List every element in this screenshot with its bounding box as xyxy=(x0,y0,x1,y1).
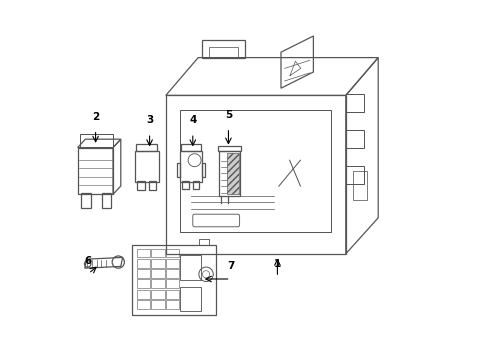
Bar xyxy=(102,193,111,207)
Text: 5: 5 xyxy=(225,110,232,120)
Bar xyxy=(346,94,364,112)
Bar xyxy=(137,279,150,288)
Bar xyxy=(166,279,179,288)
Bar xyxy=(166,269,179,278)
Bar xyxy=(218,146,241,151)
Bar xyxy=(227,153,239,194)
Bar xyxy=(135,151,159,182)
Text: 1: 1 xyxy=(274,259,281,269)
Bar xyxy=(166,290,179,298)
Bar xyxy=(137,300,150,309)
Bar xyxy=(137,181,145,190)
Bar xyxy=(166,300,179,309)
Bar xyxy=(180,287,201,311)
Bar xyxy=(132,245,216,315)
Text: 3: 3 xyxy=(146,115,153,125)
Bar xyxy=(166,259,179,268)
Bar xyxy=(149,181,156,190)
Bar xyxy=(177,163,180,177)
Bar xyxy=(181,144,201,151)
Bar xyxy=(137,248,150,257)
Bar xyxy=(80,135,113,148)
Bar xyxy=(151,269,165,278)
Bar xyxy=(166,248,179,257)
Bar xyxy=(151,248,165,257)
Bar xyxy=(346,166,364,184)
Bar xyxy=(151,300,165,309)
Bar xyxy=(137,290,150,298)
Bar xyxy=(182,181,189,189)
Text: 2: 2 xyxy=(92,112,99,122)
Bar xyxy=(219,151,240,196)
Bar xyxy=(81,193,91,207)
Bar xyxy=(202,163,205,177)
Bar xyxy=(353,171,368,200)
Bar xyxy=(199,239,209,245)
Bar xyxy=(180,255,201,280)
Bar xyxy=(136,144,157,151)
Bar xyxy=(137,269,150,278)
Text: 6: 6 xyxy=(85,256,92,266)
Bar xyxy=(151,290,165,298)
Bar xyxy=(346,130,364,148)
Bar xyxy=(151,259,165,268)
Bar xyxy=(151,279,165,288)
Bar xyxy=(193,181,199,189)
Bar xyxy=(137,259,150,268)
Text: 4: 4 xyxy=(189,115,196,125)
Bar xyxy=(180,151,202,182)
Text: 7: 7 xyxy=(227,261,234,271)
